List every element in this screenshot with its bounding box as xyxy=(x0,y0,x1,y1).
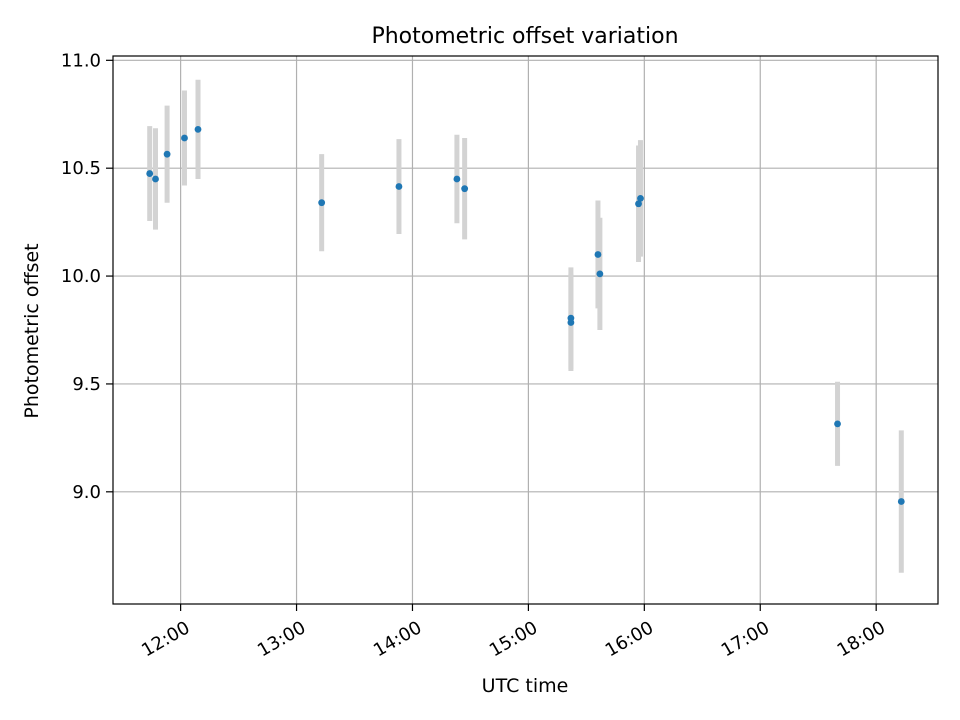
y-tick-label: 11.0 xyxy=(61,50,101,71)
chart-title: Photometric offset variation xyxy=(371,24,678,49)
markers xyxy=(146,125,905,505)
y-tick-label: 10.5 xyxy=(61,158,101,179)
data-point xyxy=(163,150,171,158)
data-point xyxy=(318,199,326,207)
data-point xyxy=(635,200,642,208)
data-point xyxy=(194,125,202,133)
data-point xyxy=(146,170,154,177)
data-point xyxy=(637,194,644,202)
y-tick-label: 9.5 xyxy=(72,374,101,395)
data-point xyxy=(596,270,604,278)
data-point xyxy=(897,498,905,505)
data-point xyxy=(567,319,575,326)
data-point xyxy=(453,175,461,183)
x-axis-label: UTC time xyxy=(482,675,569,697)
y-tick-label: 10.0 xyxy=(61,266,101,287)
data-point xyxy=(181,134,188,142)
data-point xyxy=(834,420,841,428)
plot-area-frame xyxy=(112,55,939,605)
y-tick-label: 9.0 xyxy=(72,482,101,503)
data-point xyxy=(152,175,159,183)
grid xyxy=(113,56,938,604)
y-axis-label: Photometric offset xyxy=(21,243,43,418)
data-point xyxy=(461,185,469,193)
data-point xyxy=(395,183,403,190)
y-axis-ticks: 9.0 9.5 10.0 10.5 11.0 xyxy=(61,50,113,503)
data-point xyxy=(594,251,602,258)
